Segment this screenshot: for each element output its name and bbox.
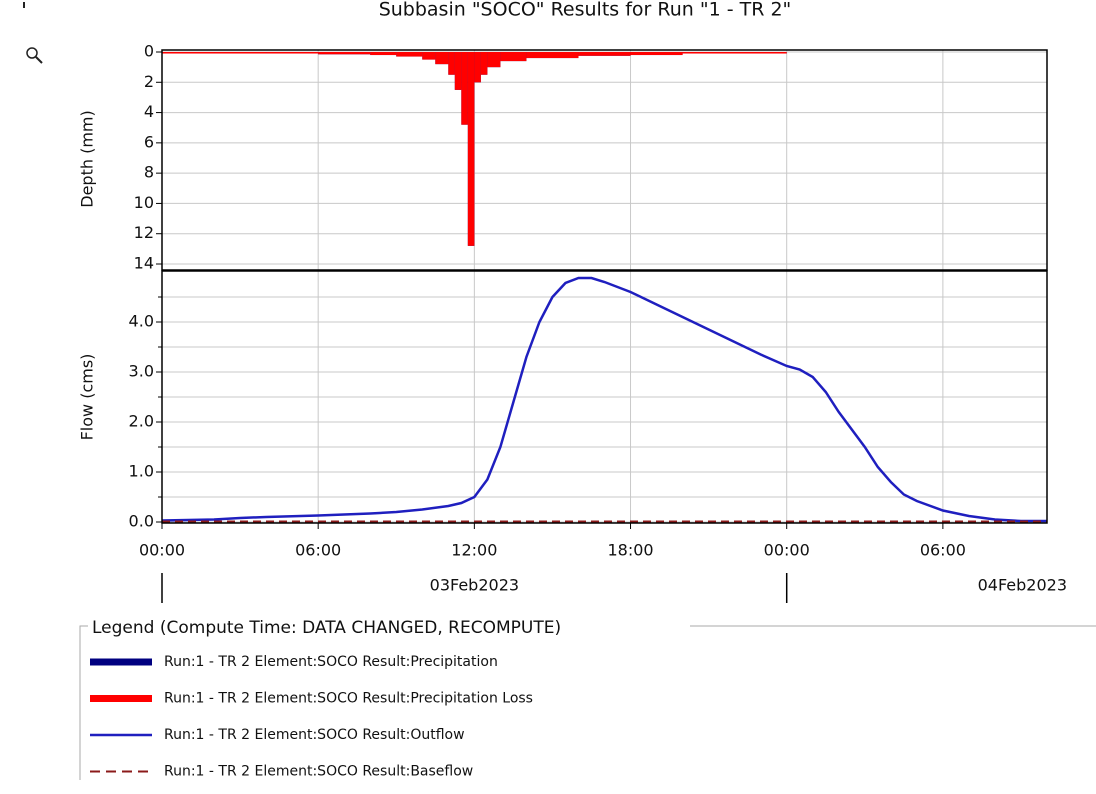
y-tick-label: 2.0 [129, 412, 154, 431]
line [161, 276, 1047, 523]
y-tick-label: 4 [144, 102, 154, 121]
bar [578, 52, 631, 56]
y-tick-label: 0 [144, 42, 154, 61]
bar [474, 52, 481, 83]
y-tick-label: 14 [134, 254, 154, 273]
bar [487, 52, 501, 68]
x-tick-label: 12:00 [451, 541, 497, 560]
y-tick-label: 2 [144, 72, 154, 91]
bar [630, 52, 683, 56]
y-tick-label: 3.0 [129, 362, 154, 381]
bar [467, 52, 475, 246]
bar [422, 52, 436, 60]
zoom-icon[interactable] [26, 47, 43, 64]
x-tick-label: 18:00 [607, 541, 653, 560]
bar [500, 52, 527, 62]
date-label: 04Feb2023 [978, 576, 1067, 595]
bar [266, 52, 319, 54]
bar [461, 52, 468, 125]
legend-entry: Run:1 - TR 2 Element:SOCO Result:Baseflo… [164, 764, 473, 780]
bar [318, 52, 371, 55]
y-tick-label: 4.0 [129, 312, 154, 331]
x-tick-label: 06:00 [295, 541, 341, 560]
y-tick-label: 1.0 [129, 462, 154, 481]
legend-entry: Run:1 - TR 2 Element:SOCO Result:Precipi… [164, 691, 533, 707]
zoom-lens [26, 47, 38, 59]
y-tick-label: 6 [144, 132, 154, 151]
x-tick-label: 00:00 [139, 541, 185, 560]
legend-entry: Run:1 - TR 2 Element:SOCO Result:Outflow [164, 727, 465, 743]
bar [214, 52, 267, 54]
x-tick-label: 00:00 [764, 541, 810, 560]
legend-entry: Run:1 - TR 2 Element:SOCO Result:Precipi… [164, 654, 498, 670]
x-tick-label: 06:00 [920, 541, 966, 560]
plot-frame [161, 49, 1048, 271]
bar [435, 52, 449, 65]
chart-title: Subbasin "SOCO" Results for Run "1 - TR … [379, 0, 792, 21]
bar [162, 52, 215, 54]
y-tick-label: 8 [144, 163, 154, 182]
date-label: 03Feb2023 [430, 576, 519, 595]
y-tick-label: 12 [134, 223, 154, 242]
bar [370, 52, 397, 56]
bar [448, 52, 455, 75]
bar [682, 52, 787, 54]
legend-title: Legend (Compute Time: DATA CHANGED, RECO… [92, 618, 561, 638]
zoom-handle [35, 56, 43, 64]
y-tick-label: 0.0 [129, 512, 154, 531]
plot-frame [161, 270, 1048, 524]
y-axis-label: Flow (cms) [78, 354, 97, 441]
y-tick-label: 10 [134, 193, 154, 212]
bar [396, 52, 423, 57]
bar [454, 52, 462, 90]
plot-area [162, 50, 1047, 270]
bar [480, 52, 488, 75]
y-axis-label: Depth (mm) [78, 110, 97, 207]
legend-frame [79, 625, 1096, 780]
bar [526, 52, 579, 59]
